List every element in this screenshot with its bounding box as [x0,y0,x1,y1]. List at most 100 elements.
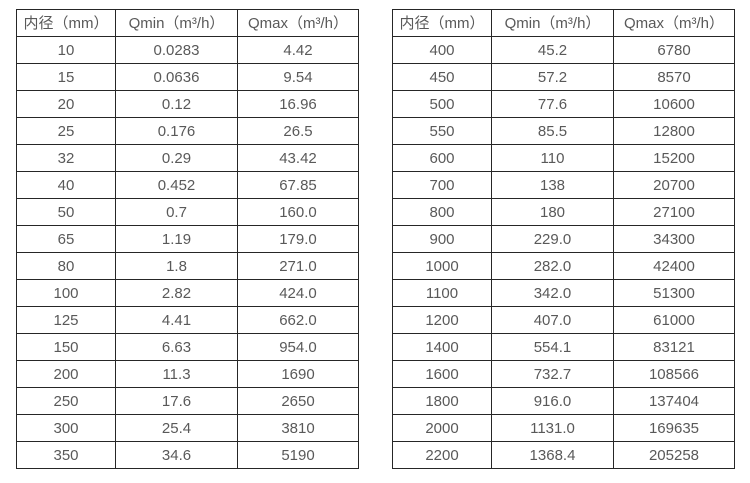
table-cell: 83121 [613,333,735,361]
table-body: 400 45.2 6780 450 57.2 8570 500 77.6 10600 550 85.… [392,36,735,469]
table-cell: 271.0 [237,252,359,280]
table-row: 500 77.6 10600 [392,90,735,118]
table-cell: 11.3 [115,360,238,388]
table-row: 1800 916.0 137404 [392,387,735,415]
table-cell: 1400 [392,333,492,361]
table-cell: 2000 [392,414,492,442]
table-cell: 43.42 [237,144,359,172]
table-row: 250 17.6 2650 [16,387,359,415]
table-cell: 1000 [392,252,492,280]
table-row: 32 0.29 43.42 [16,144,359,172]
table-cell: 500 [392,90,492,118]
table-cell: 17.6 [115,387,238,415]
table-cell: 1690 [237,360,359,388]
table-cell: 300 [16,414,116,442]
table-cell: 51300 [613,279,735,307]
table-cell: 26.5 [237,117,359,145]
table-cell: 2650 [237,387,359,415]
table-cell: 350 [16,441,116,469]
table-row: 900 229.0 34300 [392,225,735,253]
table-cell: 0.0636 [115,63,238,91]
table-row: 1200 407.0 61000 [392,306,735,334]
table-cell: 9.54 [237,63,359,91]
table-cell: 16.96 [237,90,359,118]
table-cell: 34.6 [115,441,238,469]
column-header-qmin: Qmin（m³/h） [491,9,614,37]
table-cell: 3810 [237,414,359,442]
table-row: 700 138 20700 [392,171,735,199]
table-cell: 160.0 [237,198,359,226]
table-cell: 110 [491,144,614,172]
flow-rate-table-large-diameters: 内径（mm） Qmin（m³/h） Qmax（m³/h） 400 45.2 6780… [392,9,735,469]
table-cell: 732.7 [491,360,614,388]
table-cell: 554.1 [491,333,614,361]
table-row: 450 57.2 8570 [392,63,735,91]
table-cell: 450 [392,63,492,91]
table-cell: 65 [16,225,116,253]
table-cell: 10600 [613,90,735,118]
table-cell: 25.4 [115,414,238,442]
table-cell: 67.85 [237,171,359,199]
table-cell: 1.8 [115,252,238,280]
table-cell: 32 [16,144,116,172]
table-cell: 800 [392,198,492,226]
table-row: 350 34.6 5190 [16,441,359,469]
table-row: 1000 282.0 42400 [392,252,735,280]
table-cell: 700 [392,171,492,199]
table-cell: 407.0 [491,306,614,334]
table-row: 600 110 15200 [392,144,735,172]
table-row: 10 0.0283 4.42 [16,36,359,64]
table-row: 2000 1131.0 169635 [392,414,735,442]
column-header-qmax: Qmax（m³/h） [613,9,735,37]
table-cell: 12800 [613,117,735,145]
table-cell: 342.0 [491,279,614,307]
table-cell: 250 [16,387,116,415]
table-cell: 900 [392,225,492,253]
column-header-qmax: Qmax（m³/h） [237,9,359,37]
table-cell: 4.42 [237,36,359,64]
table-cell: 50 [16,198,116,226]
table-cell: 0.176 [115,117,238,145]
table-cell: 20 [16,90,116,118]
table-cell: 0.29 [115,144,238,172]
table-cell: 42400 [613,252,735,280]
column-header-diameter: 内径（mm） [392,9,492,37]
table-row: 400 45.2 6780 [392,36,735,64]
table-cell: 916.0 [491,387,614,415]
table-cell: 6780 [613,36,735,64]
table-body: 10 0.0283 4.42 15 0.0636 9.54 20 0.12 16.96 25 0.1… [16,36,359,469]
table-row: 1100 342.0 51300 [392,279,735,307]
table-cell: 1100 [392,279,492,307]
table-header-row: 内径（mm） Qmin（m³/h） Qmax（m³/h） [16,9,359,37]
table-row: 100 2.82 424.0 [16,279,359,307]
table-cell: 1131.0 [491,414,614,442]
table-row: 550 85.5 12800 [392,117,735,145]
table-row: 125 4.41 662.0 [16,306,359,334]
table-row: 800 180 27100 [392,198,735,226]
table-cell: 2.82 [115,279,238,307]
table-cell: 200 [16,360,116,388]
table-cell: 282.0 [491,252,614,280]
table-cell: 125 [16,306,116,334]
table-cell: 61000 [613,306,735,334]
table-row: 20 0.12 16.96 [16,90,359,118]
table-cell: 169635 [613,414,735,442]
table-cell: 34300 [613,225,735,253]
table-row: 65 1.19 179.0 [16,225,359,253]
table-cell: 1200 [392,306,492,334]
table-cell: 2200 [392,441,492,469]
table-row: 300 25.4 3810 [16,414,359,442]
table-cell: 137404 [613,387,735,415]
table-cell: 85.5 [491,117,614,145]
table-cell: 80 [16,252,116,280]
table-cell: 1.19 [115,225,238,253]
table-cell: 100 [16,279,116,307]
table-row: 15 0.0636 9.54 [16,63,359,91]
flow-rate-table-small-diameters: 内径（mm） Qmin（m³/h） Qmax（m³/h） 10 0.0283 4.4… [16,9,359,469]
table-row: 25 0.176 26.5 [16,117,359,145]
table-cell: 179.0 [237,225,359,253]
table-cell: 0.0283 [115,36,238,64]
table-cell: 550 [392,117,492,145]
table-cell: 20700 [613,171,735,199]
column-header-diameter: 内径（mm） [16,9,116,37]
